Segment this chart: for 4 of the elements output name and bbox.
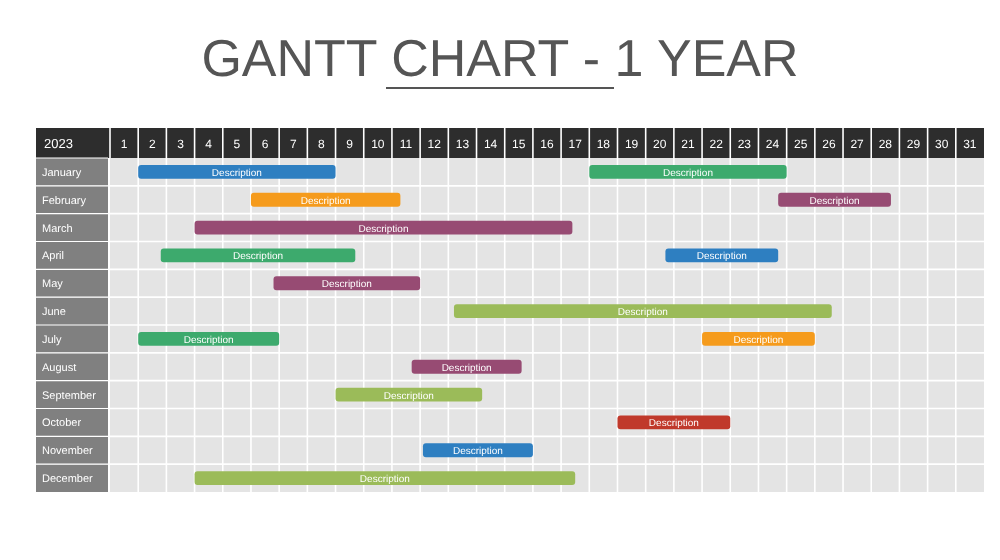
bar (194, 471, 576, 485)
chart-title: GANTT CHART - 1 YEAR (201, 28, 799, 88)
bar (453, 304, 832, 318)
bar (589, 165, 787, 179)
